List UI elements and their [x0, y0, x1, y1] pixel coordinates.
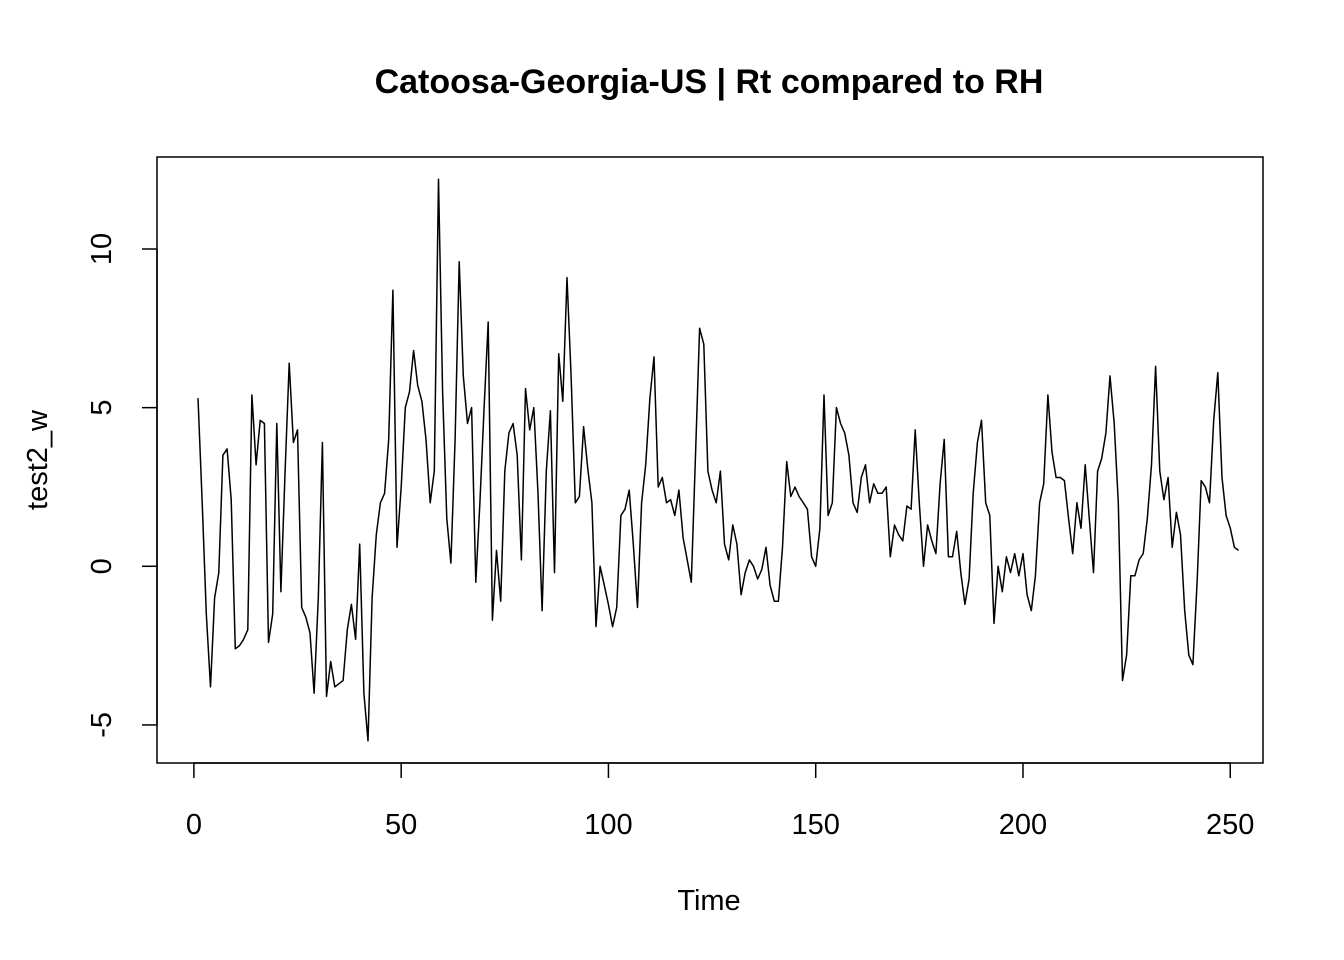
- series-line: [197, 178, 1239, 742]
- x-tick-label: 250: [1206, 809, 1254, 841]
- y-axis: -5 0 5 10: [86, 233, 158, 738]
- x-tick-label: 0: [186, 809, 202, 841]
- x-axis: 0 50 100 150 200 250: [186, 762, 1254, 841]
- x-tick-label: 150: [792, 809, 840, 841]
- y-tick-label: 10: [86, 233, 118, 265]
- y-axis-label: test2_w: [22, 409, 54, 510]
- x-tick-label: 100: [584, 809, 632, 841]
- x-tick-label: 50: [385, 809, 417, 841]
- x-tick-label: 200: [999, 809, 1047, 841]
- y-tick-label: 5: [86, 400, 118, 416]
- y-tick-label: -5: [86, 712, 118, 738]
- y-tick-label: 0: [86, 558, 118, 574]
- chart-title: Catoosa-Georgia-US | Rt compared to RH: [375, 63, 1044, 101]
- x-axis-label: Time: [677, 885, 740, 917]
